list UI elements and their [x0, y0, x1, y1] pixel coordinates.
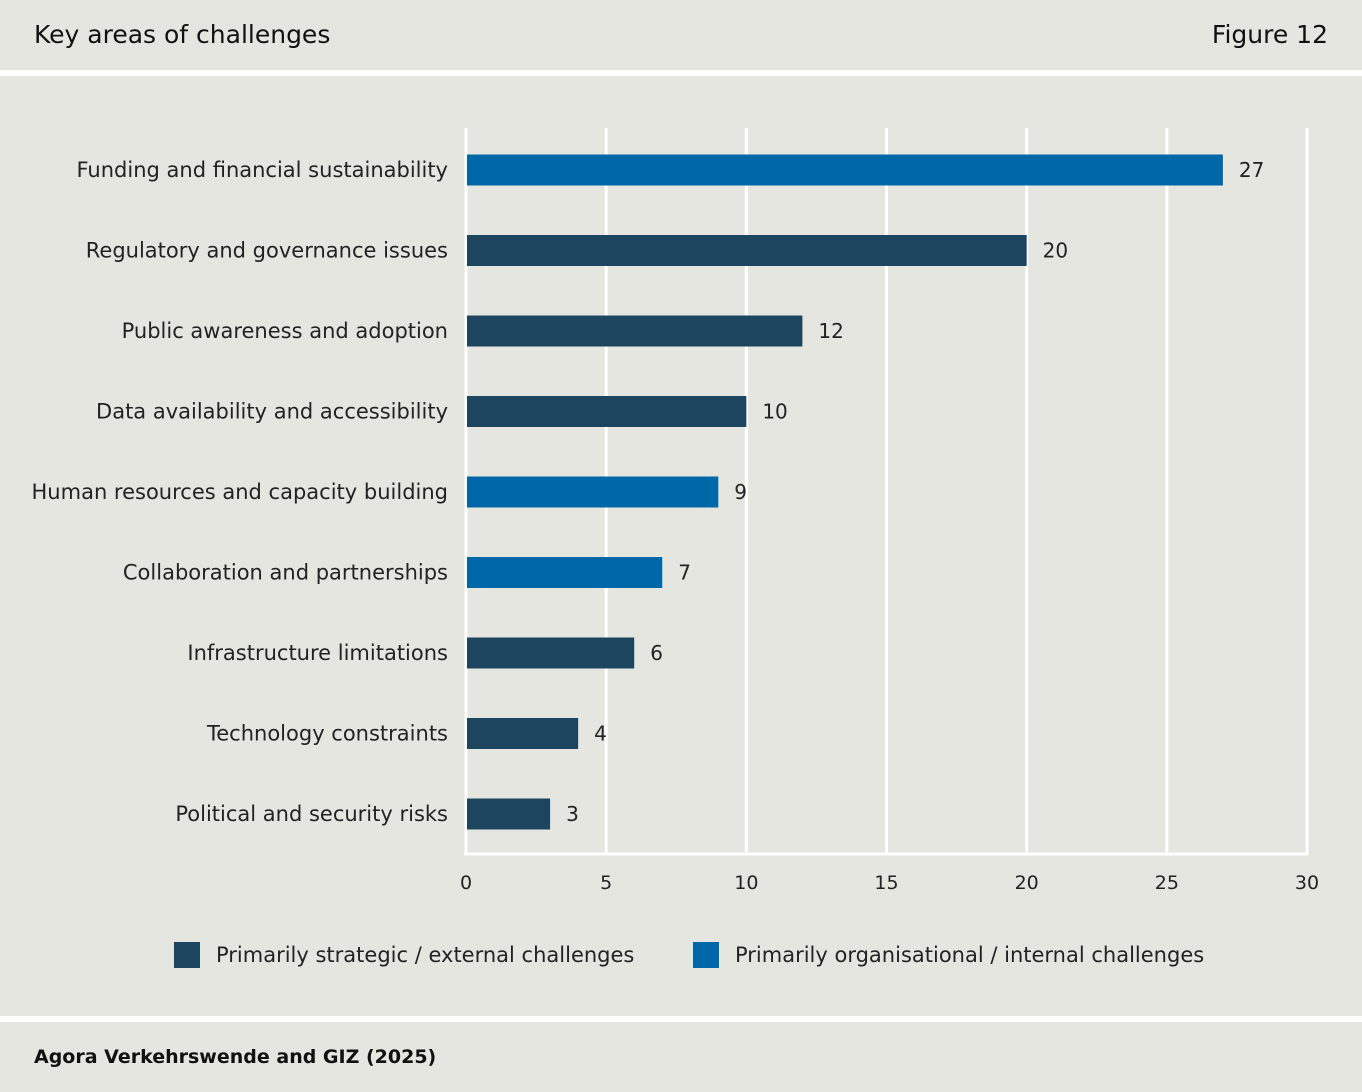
category-label-5: Collaboration and partnerships	[123, 561, 448, 585]
legend-swatch-organisational	[693, 942, 719, 968]
header-bar: Key areas of challenges Figure 12	[0, 0, 1362, 70]
x-tick-label-10: 10	[734, 872, 758, 894]
category-label-0: Funding and financial sustainability	[77, 158, 449, 182]
value-label-2: 12	[818, 319, 843, 343]
value-label-8: 3	[566, 802, 579, 826]
legend-label-organisational: Primarily organisational / internal chal…	[735, 943, 1205, 967]
x-tick-label-15: 15	[874, 872, 898, 894]
category-label-3: Data availability and accessibility	[96, 400, 448, 424]
bar-7	[467, 718, 579, 749]
value-label-1: 20	[1043, 239, 1068, 263]
source-text: Agora Verkehrswende and GIZ (2025)	[34, 1046, 437, 1068]
category-label-6: Infrastructure limitations	[187, 641, 448, 665]
figure-number: Figure 12	[1211, 20, 1328, 49]
bar-1	[467, 235, 1027, 266]
category-label-4: Human resources and capacity building	[32, 480, 448, 504]
bar-5	[467, 557, 663, 588]
legend-item-strategic: Primarily strategic / external challenge…	[174, 942, 634, 968]
value-label-3: 10	[762, 400, 787, 424]
x-tick-label-20: 20	[1015, 872, 1039, 894]
bar-6	[467, 637, 635, 669]
legend-item-organisational: Primarily organisational / internal chal…	[693, 942, 1204, 968]
bars	[467, 154, 1223, 830]
value-label-7: 4	[594, 722, 607, 746]
legend: Primarily strategic / external challenge…	[0, 942, 1362, 982]
x-tick-label-30: 30	[1295, 872, 1319, 894]
bar-0	[467, 154, 1223, 186]
x-tick-label-0: 0	[460, 872, 472, 894]
legend-swatch-strategic	[174, 942, 200, 968]
bar-3	[467, 396, 747, 427]
category-label-1: Regulatory and governance issues	[86, 239, 448, 263]
figure-title: Key areas of challenges	[34, 20, 331, 49]
value-label-5: 7	[678, 561, 691, 585]
legend-label-strategic: Primarily strategic / external challenge…	[216, 943, 635, 967]
x-tick-label-5: 5	[600, 872, 612, 894]
category-label-8: Political and security risks	[175, 802, 448, 826]
bar-chart: 0 5 10 15 20 25 30 Funding and financial sustai…	[32, 128, 1320, 894]
category-label-2: Public awareness and adoption	[122, 319, 448, 343]
value-label-0: 27	[1239, 158, 1264, 182]
category-label-7: Technology constraints	[206, 722, 448, 746]
chart-panel: 0 5 10 15 20 25 30 Funding and financial sustai…	[0, 76, 1362, 1016]
x-tick-label-25: 25	[1155, 872, 1179, 894]
bar-2	[467, 315, 803, 347]
bar-4	[467, 476, 719, 508]
value-label-4: 9	[734, 480, 747, 504]
footer-bar: Agora Verkehrswende and GIZ (2025)	[0, 1022, 1362, 1092]
labels: 0 5 10 15 20 25 30 Funding and financial sustai…	[32, 158, 1320, 894]
value-label-6: 6	[650, 641, 663, 665]
bar-8	[467, 798, 551, 830]
